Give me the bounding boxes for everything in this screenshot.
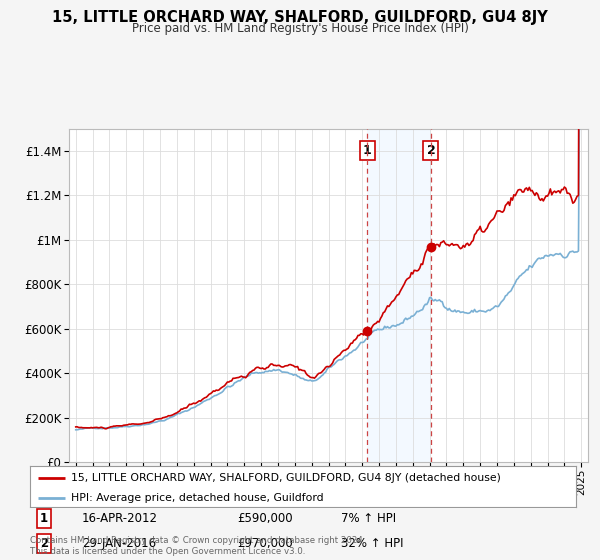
Text: 29-JAN-2016: 29-JAN-2016 [82,537,156,550]
Text: 2: 2 [427,144,436,157]
Text: HPI: Average price, detached house, Guildford: HPI: Average price, detached house, Guil… [71,493,323,503]
Text: 15, LITTLE ORCHARD WAY, SHALFORD, GUILDFORD, GU4 8JY (detached house): 15, LITTLE ORCHARD WAY, SHALFORD, GUILDF… [71,473,501,483]
Text: 32% ↑ HPI: 32% ↑ HPI [341,537,404,550]
Bar [367,129,431,462]
Text: 16-APR-2012: 16-APR-2012 [82,512,158,525]
Text: Price paid vs. HM Land Registry's House Price Index (HPI): Price paid vs. HM Land Registry's House … [131,22,469,35]
Text: £970,000: £970,000 [238,537,293,550]
Text: 2: 2 [40,537,48,550]
Text: £590,000: £590,000 [238,512,293,525]
Text: 15, LITTLE ORCHARD WAY, SHALFORD, GUILDFORD, GU4 8JY: 15, LITTLE ORCHARD WAY, SHALFORD, GUILDF… [52,10,548,25]
Text: 7% ↑ HPI: 7% ↑ HPI [341,512,397,525]
Text: 1: 1 [363,144,371,157]
Text: Contains HM Land Registry data © Crown copyright and database right 2024.
This d: Contains HM Land Registry data © Crown c… [30,536,365,556]
Text: 1: 1 [40,512,48,525]
